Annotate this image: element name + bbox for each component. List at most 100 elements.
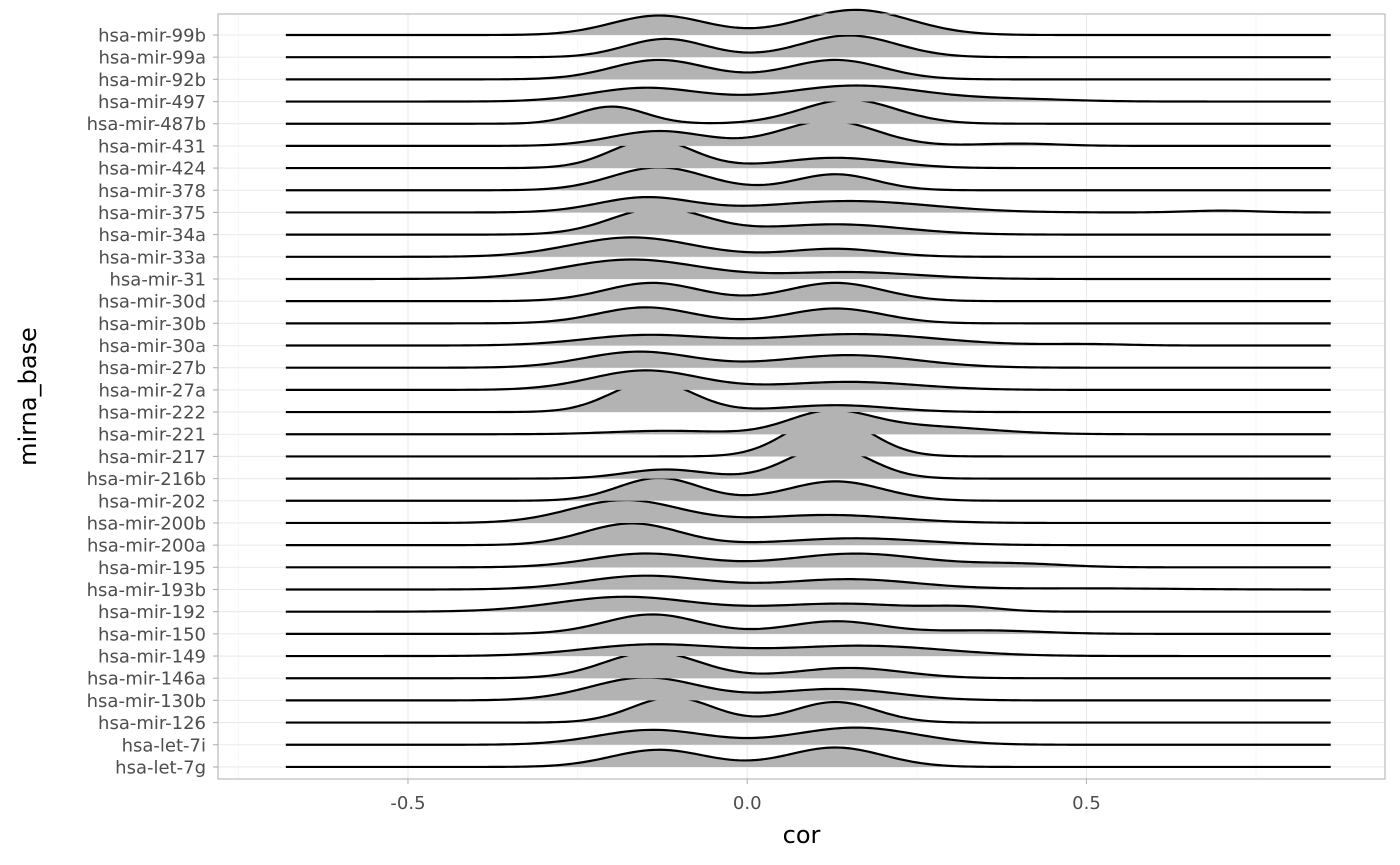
y-tick-label: hsa-mir-27a bbox=[98, 380, 206, 401]
ridge-area bbox=[285, 416, 1331, 457]
ridge-outline bbox=[285, 643, 1331, 658]
y-axis-title: mirna_base bbox=[14, 327, 42, 466]
ridge-outline bbox=[285, 138, 1331, 170]
x-tick-label: 0.5 bbox=[1072, 793, 1101, 814]
ridge-outline bbox=[285, 380, 1331, 414]
ridge-outline bbox=[285, 306, 1331, 325]
ridge-area bbox=[285, 197, 1331, 213]
ridge-outline bbox=[285, 84, 1331, 103]
ridge-outline bbox=[285, 332, 1331, 347]
ridge-hsa-mir-200a bbox=[285, 522, 1331, 547]
ridge-hsa-mir-193b bbox=[285, 574, 1331, 591]
y-tick-label: hsa-mir-149 bbox=[98, 647, 206, 668]
ridge-area bbox=[285, 307, 1331, 324]
ridge-area bbox=[285, 351, 1331, 368]
y-tick-label: hsa-mir-487b bbox=[87, 114, 206, 135]
ridge-hsa-mir-33a bbox=[285, 236, 1331, 258]
ridge-outline bbox=[285, 498, 1331, 525]
ridge-outline bbox=[285, 746, 1331, 769]
ridge-area bbox=[285, 99, 1331, 124]
ridge-area bbox=[285, 477, 1331, 501]
ridge-hsa-mir-150 bbox=[285, 613, 1331, 635]
ridge-hsa-mir-149 bbox=[285, 643, 1331, 658]
ridge-hsa-mir-99b bbox=[285, 8, 1331, 37]
ridge-hsa-mir-202 bbox=[285, 476, 1331, 502]
y-tick-label: hsa-mir-192 bbox=[98, 602, 206, 623]
ridge-outline bbox=[285, 34, 1331, 59]
ridge-hsa-let-7i bbox=[285, 726, 1331, 746]
ridge-outline bbox=[285, 281, 1331, 303]
ridge-area bbox=[285, 207, 1331, 235]
ridge-hsa-mir-92b bbox=[285, 58, 1331, 81]
ridge-hsa-mir-222 bbox=[285, 380, 1331, 414]
ridge-area bbox=[285, 59, 1331, 80]
ridge-hsa-mir-30d bbox=[285, 281, 1331, 303]
ridge-area bbox=[285, 370, 1331, 390]
ridge-area bbox=[285, 85, 1331, 102]
y-tick-label: hsa-mir-431 bbox=[98, 136, 206, 157]
x-axis-tick-labels: -0.5 0.0 0.5 bbox=[390, 779, 1101, 814]
x-tick-label: -0.5 bbox=[390, 793, 425, 814]
ridge-outline bbox=[285, 206, 1331, 236]
y-tick-label: hsa-mir-99b bbox=[98, 26, 206, 47]
ridge-hsa-mir-200b bbox=[285, 498, 1331, 525]
ridges bbox=[285, 8, 1331, 769]
ridge-area bbox=[285, 553, 1331, 568]
ridge-outline bbox=[285, 613, 1331, 635]
y-tick-label: hsa-mir-375 bbox=[98, 203, 206, 224]
ridge-outline bbox=[285, 369, 1331, 391]
y-tick-label: hsa-mir-497 bbox=[98, 92, 206, 113]
y-tick-label: hsa-mir-200b bbox=[87, 513, 206, 534]
ridge-outline bbox=[285, 696, 1331, 724]
ridge-area bbox=[285, 334, 1331, 346]
y-tick-label: hsa-mir-146a bbox=[87, 669, 206, 690]
y-tick-label: hsa-mir-33a bbox=[98, 247, 206, 268]
y-tick-label: hsa-mir-126 bbox=[98, 713, 206, 734]
y-tick-label: hsa-mir-193b bbox=[87, 580, 206, 601]
y-tick-label: hsa-mir-150 bbox=[98, 624, 206, 645]
ridge-area bbox=[285, 596, 1331, 612]
ridge-area bbox=[285, 9, 1331, 35]
ridge-outline bbox=[285, 350, 1331, 369]
ridge-outline bbox=[285, 236, 1331, 258]
y-tick-label: hsa-mir-222 bbox=[98, 403, 206, 424]
ridge-outline bbox=[285, 8, 1331, 37]
y-tick-label: hsa-mir-200a bbox=[87, 536, 206, 557]
ridge-hsa-mir-487b bbox=[285, 98, 1331, 125]
y-tick-label: hsa-mir-30d bbox=[98, 292, 206, 313]
ridge-area bbox=[285, 282, 1331, 302]
y-tick-label: hsa-mir-34a bbox=[98, 225, 206, 246]
y-tick-label: hsa-mir-202 bbox=[98, 491, 206, 512]
y-tick-label: hsa-let-7g bbox=[115, 757, 206, 778]
y-tick-label: hsa-mir-92b bbox=[98, 70, 206, 91]
ridge-hsa-let-7g bbox=[285, 746, 1331, 769]
ridge-outline bbox=[285, 258, 1331, 281]
ridge-area bbox=[285, 35, 1331, 58]
ridge-area bbox=[285, 500, 1331, 523]
ridge-area bbox=[285, 167, 1331, 191]
ridge-area bbox=[285, 697, 1331, 723]
ridge-outline bbox=[285, 195, 1331, 214]
ridge-hsa-mir-497 bbox=[285, 84, 1331, 103]
x-tick-label: 0.0 bbox=[733, 793, 762, 814]
ridge-area bbox=[285, 259, 1331, 279]
ridge-area bbox=[285, 575, 1331, 590]
y-axis-tick-labels: hsa-mir-99bhsa-mir-99ahsa-mir-92bhsa-mir… bbox=[87, 26, 218, 778]
ridge-outline bbox=[285, 408, 1331, 436]
ridge-outline bbox=[285, 476, 1331, 502]
y-tick-label: hsa-mir-378 bbox=[98, 181, 206, 202]
ridge-hsa-mir-126 bbox=[285, 696, 1331, 724]
y-tick-label: hsa-mir-99a bbox=[98, 48, 206, 69]
y-tick-label: hsa-mir-217 bbox=[98, 447, 206, 468]
ridge-hsa-mir-99a bbox=[285, 34, 1331, 59]
ridge-hsa-mir-375 bbox=[285, 195, 1331, 214]
x-axis-title: cor bbox=[783, 821, 821, 849]
ridge-area bbox=[285, 677, 1331, 701]
ridge-outline bbox=[285, 522, 1331, 547]
y-tick-label: hsa-mir-130b bbox=[87, 691, 206, 712]
ridge-hsa-mir-221 bbox=[285, 408, 1331, 436]
ridge-outline bbox=[285, 650, 1331, 680]
ridge-hsa-mir-30a bbox=[285, 332, 1331, 347]
y-tick-label: hsa-mir-31 bbox=[110, 269, 207, 290]
